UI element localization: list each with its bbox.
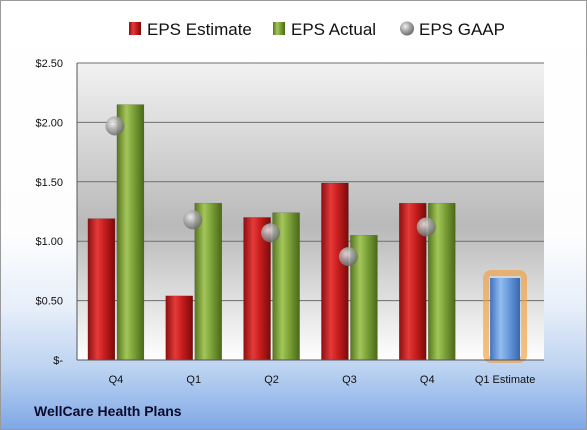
x-tick-label: Q4 (420, 374, 435, 386)
x-tick-label: Q3 (342, 374, 357, 386)
y-tick-label: $1.00 (35, 236, 63, 248)
x-tick-label: Q2 (264, 374, 279, 386)
y-tick-label: $2.50 (35, 58, 63, 70)
bars (87, 104, 528, 364)
legend-label: EPS Estimate (147, 20, 252, 39)
point-eps-gaap (105, 116, 125, 136)
y-tick-label: $- (53, 355, 63, 367)
bar-eps-actual (194, 202, 222, 361)
bar-eps-estimate (165, 295, 193, 361)
x-tick-label: Q1 Estimate (475, 374, 536, 386)
point-eps-gaap (416, 217, 436, 237)
y-tick-label: $0.50 (35, 296, 63, 308)
bar-eps-actual (116, 104, 145, 361)
point-eps-gaap (338, 247, 358, 267)
bar-eps-estimate (87, 218, 116, 361)
company-name: WellCare Health Plans (34, 403, 182, 419)
axes: $- $0.50 $1.00 $1.50 $2.00 $2.50 Q4 Q1 Q2 Q3 Q4 Q1 … (35, 58, 544, 386)
legend-label: EPS GAAP (419, 20, 505, 39)
bar-eps-estimate (243, 217, 271, 361)
y-tick-label: $1.50 (35, 177, 63, 189)
gridlines (77, 62, 544, 302)
point-eps-gaap (261, 223, 281, 243)
bar-q1-estimate (490, 278, 521, 360)
legend-label: EPS Actual (291, 20, 376, 39)
legend-swatch (400, 21, 414, 36)
y-tick-label: $2.00 (35, 117, 63, 129)
x-tick-label: Q4 (109, 374, 124, 386)
legend: EPS Estimate EPS Actual EPS GAAP (129, 20, 505, 39)
plot-area (77, 63, 544, 360)
x-tick-label: Q1 (186, 374, 201, 386)
legend-swatch (273, 22, 285, 35)
point-eps-gaap (183, 210, 203, 230)
bar-eps-estimate (321, 182, 349, 361)
legend-swatch (129, 22, 141, 35)
